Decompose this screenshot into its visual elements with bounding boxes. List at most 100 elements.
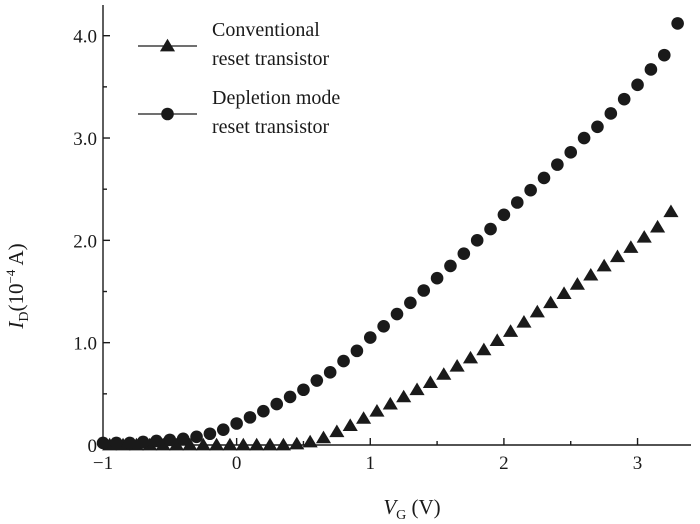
data-point: [350, 344, 364, 358]
data-point: [369, 404, 385, 417]
data-point: [631, 78, 644, 92]
x-axis-title-sub: G: [396, 508, 406, 523]
data-point: [262, 437, 278, 451]
data-point: [195, 437, 211, 451]
data-point: [377, 320, 390, 333]
x-tick-label: −1: [93, 453, 113, 474]
series-layer: [96, 17, 684, 451]
y-axis-title-unit: (10: [4, 283, 28, 311]
y-axis-title-unit-end: A): [4, 243, 28, 269]
legend-entry: Depletion mode reset transistor: [138, 87, 340, 138]
data-point: [283, 390, 297, 404]
data-point: [636, 230, 652, 243]
data-point: [596, 258, 612, 272]
data-point: [310, 374, 324, 387]
data-point: [470, 234, 484, 247]
y-tick-label: 1.0: [73, 334, 97, 355]
data-point: [417, 284, 431, 297]
data-point: [329, 424, 345, 438]
data-point: [577, 131, 591, 145]
data-point: [356, 411, 372, 424]
data-point: [543, 295, 559, 309]
data-point: [430, 271, 444, 285]
data-point: [289, 436, 305, 450]
data-point: [409, 382, 425, 396]
data-point: [342, 418, 358, 431]
data-point: [623, 240, 639, 253]
data-point: [363, 331, 377, 344]
data-point: [96, 436, 110, 450]
data-point: [270, 397, 284, 411]
y-axis-title-exp: −4: [3, 269, 18, 283]
data-point: [556, 286, 572, 299]
data-point: [182, 437, 198, 451]
y-ticks: 0 1.0 2.0 3.0 4.0: [73, 27, 110, 457]
y-tick-label: 3.0: [73, 129, 97, 150]
x-axis-title-unit: (V): [406, 495, 440, 519]
legend: Conventional reset transistor Depletion mo…: [138, 19, 340, 138]
data-point: [382, 396, 398, 410]
data-point: [444, 259, 457, 273]
data-point: [275, 437, 291, 451]
data-point: [663, 204, 679, 218]
data-point: [302, 434, 318, 448]
y-tick-label: 2.0: [73, 231, 97, 252]
legend-marker: [161, 107, 174, 121]
data-point: [150, 434, 163, 448]
data-point: [462, 350, 479, 364]
data-point: [551, 158, 564, 171]
data-point: [155, 437, 171, 451]
legend-marker: [159, 38, 176, 52]
data-point: [591, 120, 604, 134]
data-point: [163, 433, 177, 447]
legend-label: Depletion mode: [212, 87, 340, 109]
data-point: [569, 277, 585, 290]
data-point: [671, 17, 684, 30]
y-tick-label: 0: [88, 436, 98, 457]
data-point: [123, 436, 137, 450]
data-point: [422, 375, 438, 388]
data-point: [249, 437, 265, 451]
data-point: [257, 404, 270, 418]
data-point: [404, 296, 417, 310]
data-point: [484, 222, 497, 236]
y-axis-title-sub: D: [17, 311, 32, 321]
data-point: [216, 423, 230, 436]
data-point: [524, 183, 537, 197]
x-axis-title: VG (V): [383, 495, 440, 523]
data-point: [168, 437, 185, 451]
data-point: [222, 437, 238, 451]
data-point: [497, 208, 511, 222]
data-point: [604, 107, 618, 120]
data-point: [315, 430, 332, 444]
data-point: [644, 63, 658, 76]
legend-label: reset transistor: [212, 48, 330, 70]
data-point: [583, 267, 599, 281]
x-tick-label: 1: [366, 453, 376, 474]
data-point: [230, 417, 243, 430]
data-point: [323, 366, 337, 379]
y-axis-title-main: I: [4, 321, 28, 330]
legend-entry: Conventional reset transistor: [138, 19, 330, 70]
data-point: [297, 383, 310, 397]
data-point: [609, 249, 626, 263]
data-point: [457, 247, 471, 260]
x-ticks: −1 0 1 2 3: [93, 438, 642, 474]
legend-label: Conventional: [212, 19, 320, 41]
data-point: [617, 92, 631, 106]
series-circle: [96, 17, 684, 450]
data-point: [203, 427, 217, 441]
data-point: [235, 437, 251, 451]
data-point: [657, 48, 671, 62]
data-point: [396, 389, 412, 403]
data-point: [516, 315, 532, 328]
data-point: [436, 367, 452, 380]
x-tick-label: 0: [232, 453, 242, 474]
axes: [102, 5, 691, 446]
data-point: [110, 436, 123, 450]
data-point: [337, 354, 350, 368]
y-axis-title: ID(10−4 A): [3, 243, 32, 329]
data-point: [390, 307, 404, 321]
data-point: [489, 333, 505, 347]
